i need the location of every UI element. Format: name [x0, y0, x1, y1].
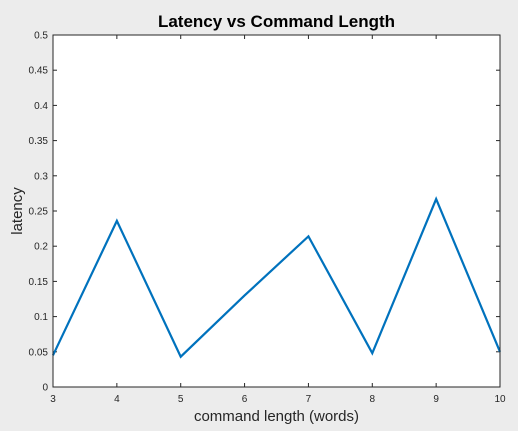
x-tick-label: 6	[242, 394, 248, 405]
axes-box	[52, 34, 501, 388]
y-tick-label: 0.4	[34, 101, 48, 112]
x-tick-label: 8	[370, 394, 376, 405]
y-tick-label: 0.15	[29, 277, 49, 288]
series-line-0	[52, 196, 502, 359]
x-axis-label: command length (words)	[194, 408, 359, 425]
y-tick-label: 0	[42, 383, 48, 394]
x-tick-label: 4	[114, 394, 120, 405]
tick-labels: 3 4 5 6 7 8 9 10 0 0.05 0.1 0.15 0.2 0.25 0.3 0.35 0.4 0.…	[29, 31, 506, 406]
y-tick-label: 0.05	[29, 347, 49, 358]
x-tick-label: 10	[494, 394, 506, 405]
x-tick-label: 3	[50, 394, 56, 405]
y-tick-label: 0.2	[34, 242, 48, 253]
series-layer	[52, 196, 502, 359]
x-tick-label: 5	[178, 394, 184, 405]
y-tick-label: 0.35	[29, 136, 49, 147]
x-tick-label: 9	[433, 394, 439, 405]
plot-area	[53, 35, 500, 387]
y-tick-label: 0.5	[34, 31, 48, 42]
y-tick-label: 0.3	[34, 171, 48, 182]
y-tick-label: 0.25	[29, 207, 49, 218]
x-tick-label: 7	[306, 394, 312, 405]
chart-title: Latency vs Command Length	[158, 12, 395, 31]
y-tick-label: 0.1	[34, 312, 48, 323]
y-axis-label: latency	[9, 187, 26, 235]
y-tick-label: 0.45	[29, 66, 49, 77]
